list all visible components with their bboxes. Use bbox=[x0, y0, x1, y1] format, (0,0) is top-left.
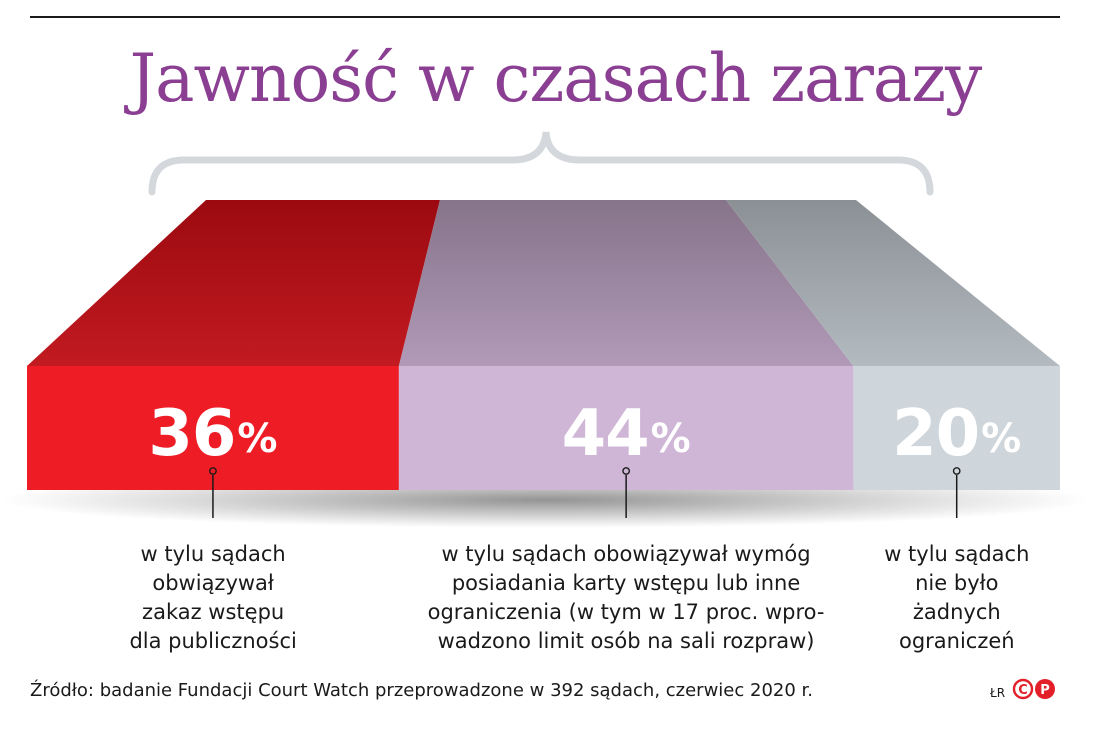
top-rule bbox=[30, 16, 1060, 18]
description-line: w tylu sądach bbox=[884, 542, 1030, 566]
value-number: 36 bbox=[148, 397, 236, 471]
description-line: posiadania karty wstępu lub inne bbox=[451, 571, 801, 595]
description-line: nie było bbox=[915, 571, 999, 595]
leader-dot bbox=[209, 467, 217, 475]
bar-segment-top bbox=[398, 200, 854, 366]
percent-sign: % bbox=[650, 416, 691, 462]
bar-segment-top bbox=[726, 200, 1060, 366]
logo-c-letter: C bbox=[1018, 683, 1028, 698]
logo-p-disc bbox=[1035, 679, 1055, 699]
segment-description: w tylu sądach obowiązywał wymóg posiadan… bbox=[428, 540, 825, 656]
publisher-logo: C P bbox=[1012, 678, 1055, 700]
description-line: obwiązywał bbox=[152, 571, 274, 595]
logo-p-letter: P bbox=[1040, 683, 1050, 698]
segment-description: w tylu sądach nie było żadnych ogranicze… bbox=[884, 540, 1029, 656]
segment-value-label: 36% bbox=[27, 386, 399, 482]
value-number: 44 bbox=[561, 397, 650, 471]
segment-description: w tylu sądach obwiązywał zakaz wstępu dl… bbox=[129, 540, 296, 656]
logo-c-ring bbox=[1012, 678, 1034, 700]
author-credit: ŁR bbox=[990, 686, 1006, 700]
value-number: 20 bbox=[892, 397, 980, 471]
description-line: w tylu sądach obowiązywał wymóg bbox=[441, 542, 811, 566]
bar-segment-top bbox=[27, 200, 440, 366]
description-line: ograniczeń bbox=[898, 629, 1015, 653]
percent-sign: % bbox=[237, 416, 278, 462]
leader-dot bbox=[622, 467, 631, 475]
segment-value-label: 44% bbox=[399, 386, 854, 482]
percent-sign: % bbox=[981, 416, 1022, 462]
source-note: Źródło: badanie Fundacji Court Watch prz… bbox=[30, 680, 813, 701]
description-line: w tylu sądach bbox=[140, 542, 286, 566]
description-line: żadnych bbox=[912, 600, 1001, 624]
description-line: wadzono limit osób na sali rozpraw) bbox=[437, 629, 815, 653]
chart-title: Jawność w czasach zarazy bbox=[129, 40, 983, 117]
segment-value-label: 20% bbox=[853, 386, 1060, 482]
leader-dot bbox=[952, 467, 961, 475]
description-line: dla publiczności bbox=[129, 629, 297, 653]
description-line: ograniczenia (w tym w 17 proc. wpro- bbox=[427, 600, 825, 624]
description-line: zakaz wstępu bbox=[142, 600, 285, 624]
